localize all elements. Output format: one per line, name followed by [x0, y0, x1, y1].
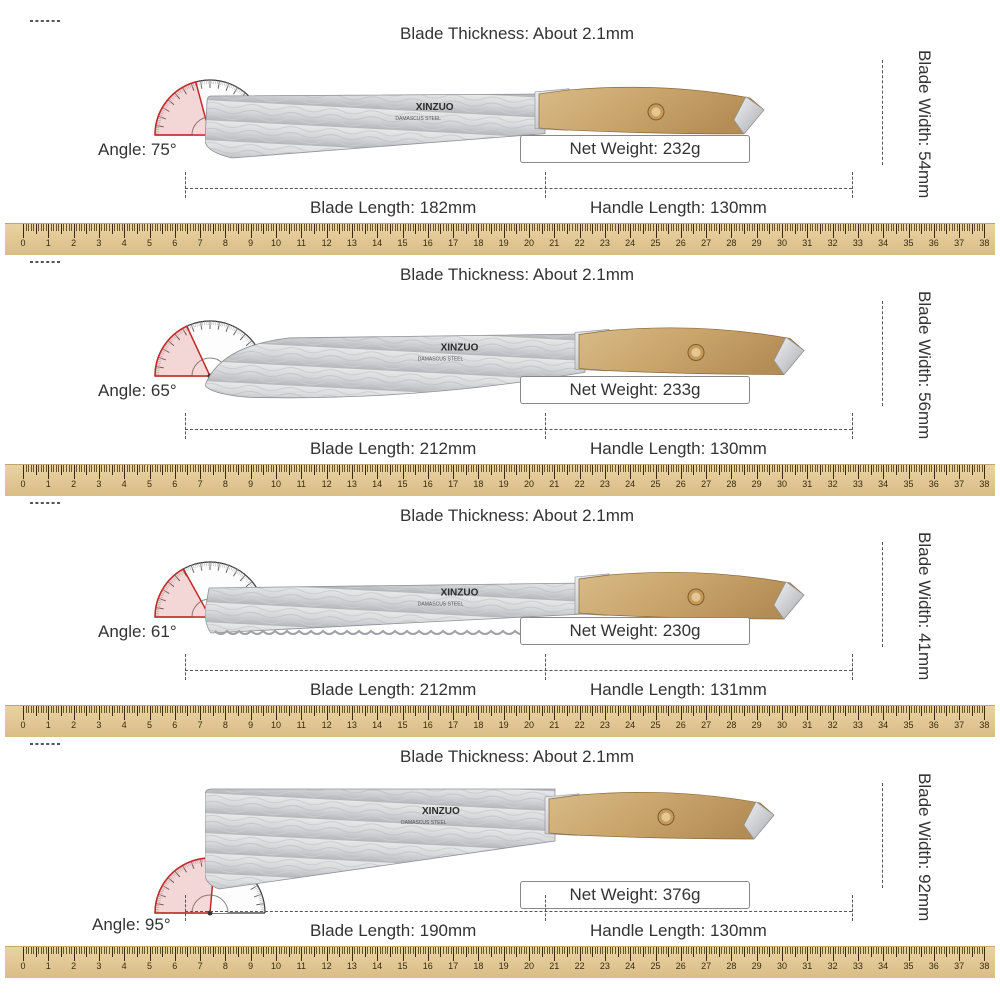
svg-text:DAMASCUS STEEL: DAMASCUS STEEL — [401, 820, 447, 826]
knife-illustration: XINZUO DAMASCUS STEEL — [205, 773, 825, 873]
dimension-line — [852, 895, 853, 921]
dimension-line — [185, 172, 186, 198]
knife-panel: Blade Thickness: About 2.1mm Angle: 95° — [30, 743, 970, 978]
dimension-line — [185, 895, 186, 921]
dimension-line — [852, 172, 853, 198]
dimension-line — [545, 654, 546, 680]
dimension-line — [185, 413, 186, 439]
net-weight-label: Net Weight: 233g — [520, 376, 750, 404]
dimension-line — [30, 744, 60, 745]
angle-label: Angle: 95° — [92, 915, 171, 935]
dimension-line — [30, 21, 60, 22]
dimension-line — [185, 654, 186, 680]
dimension-line — [882, 60, 883, 165]
dimension-line — [30, 503, 60, 504]
svg-text:XINZUO: XINZUO — [441, 343, 479, 354]
blade-thickness-label: Blade Thickness: About 2.1mm — [400, 24, 634, 44]
knife-panel: Blade Thickness: About 2.1mm Angle: 65° — [30, 261, 970, 496]
svg-text:DAMASCUS STEEL: DAMASCUS STEEL — [395, 116, 441, 122]
dimension-line — [882, 301, 883, 406]
blade-thickness-label: Blade Thickness: About 2.1mm — [400, 506, 634, 526]
dimension-line — [545, 413, 546, 439]
ruler: 0123456789101112131415161718192021222324… — [5, 705, 995, 737]
svg-text:XINZUO: XINZUO — [422, 806, 460, 817]
handle-length-label: Handle Length: 130mm — [590, 198, 767, 218]
blade-width-label: Blade Width: 54mm — [914, 50, 934, 198]
blade-width-label: Blade Width: 56mm — [914, 291, 934, 439]
dimension-line — [30, 262, 60, 263]
handle-length-label: Handle Length: 130mm — [590, 439, 767, 459]
dimension-line — [185, 670, 852, 671]
dimension-line — [185, 911, 852, 912]
dimension-line — [882, 542, 883, 647]
dimension-line — [545, 172, 546, 198]
svg-text:XINZUO: XINZUO — [441, 588, 479, 599]
blade-thickness-label: Blade Thickness: About 2.1mm — [400, 265, 634, 285]
blade-length-label: Blade Length: 212mm — [310, 439, 476, 459]
blade-width-label: Blade Width: 92mm — [914, 773, 934, 921]
knife-panel: Blade Thickness: About 2.1mm Angle: 75° — [30, 20, 970, 255]
svg-text:DAMASCUS STEEL: DAMASCUS STEEL — [418, 357, 464, 363]
net-weight-label: Net Weight: 230g — [520, 617, 750, 645]
svg-text:XINZUO: XINZUO — [416, 102, 454, 113]
angle-label: Angle: 65° — [98, 381, 177, 401]
dimension-line — [185, 188, 852, 189]
blade-length-label: Blade Length: 182mm — [310, 198, 476, 218]
ruler: 0123456789101112131415161718192021222324… — [5, 464, 995, 496]
net-weight-label: Net Weight: 376g — [520, 881, 750, 909]
ruler: 0123456789101112131415161718192021222324… — [5, 223, 995, 255]
dimension-line — [852, 654, 853, 680]
angle-label: Angle: 75° — [98, 140, 177, 160]
angle-label: Angle: 61° — [98, 622, 177, 642]
dimension-line — [185, 429, 852, 430]
handle-length-label: Handle Length: 130mm — [590, 921, 767, 941]
dimension-line — [545, 895, 546, 921]
handle-length-label: Handle Length: 131mm — [590, 680, 767, 700]
blade-length-label: Blade Length: 190mm — [310, 921, 476, 941]
net-weight-label: Net Weight: 232g — [520, 135, 750, 163]
blade-thickness-label: Blade Thickness: About 2.1mm — [400, 747, 634, 767]
knife-panel: Blade Thickness: About 2.1mm Angle: 61° — [30, 502, 970, 737]
ruler: 0123456789101112131415161718192021222324… — [5, 946, 995, 978]
blade-width-label: Blade Width: 41mm — [914, 532, 934, 680]
dimension-line — [882, 783, 883, 888]
svg-text:DAMASCUS STEEL: DAMASCUS STEEL — [418, 602, 464, 608]
dimension-line — [852, 413, 853, 439]
blade-length-label: Blade Length: 212mm — [310, 680, 476, 700]
